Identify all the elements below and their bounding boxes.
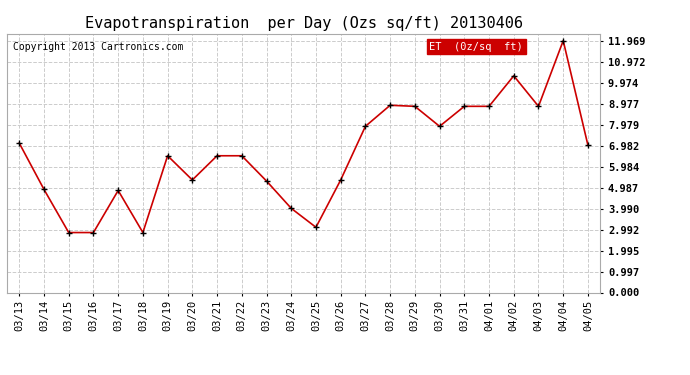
- Title: Evapotranspiration  per Day (Ozs sq/ft) 20130406: Evapotranspiration per Day (Ozs sq/ft) 2…: [85, 16, 522, 31]
- Text: ET  (0z/sq  ft): ET (0z/sq ft): [429, 42, 523, 51]
- Text: Copyright 2013 Cartronics.com: Copyright 2013 Cartronics.com: [13, 42, 184, 51]
